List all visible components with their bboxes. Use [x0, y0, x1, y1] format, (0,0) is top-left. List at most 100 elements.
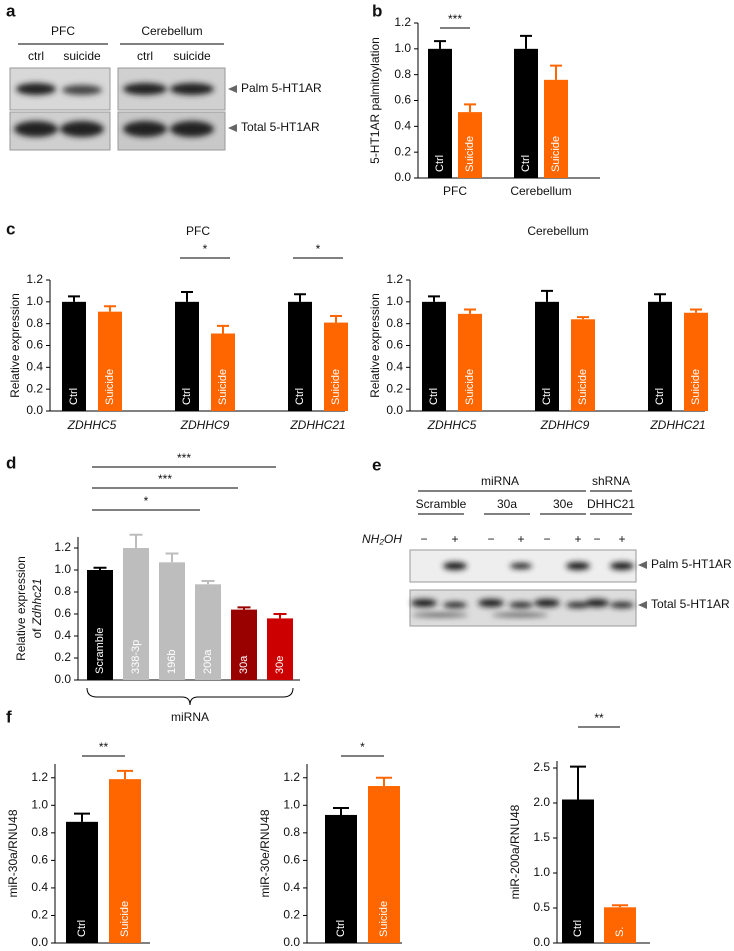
y-tick-label: 0.6: [54, 606, 71, 620]
bar: [288, 301, 312, 411]
y-tick-label: 0.4: [386, 360, 403, 374]
bar-label: Suicide: [217, 369, 229, 405]
treatment-sign: +: [618, 532, 625, 546]
band: [492, 613, 548, 617]
error-bar: [550, 64, 562, 80]
arrow: [228, 85, 237, 93]
significance-label: *: [360, 740, 365, 754]
y-tick-label: 0.4: [26, 360, 43, 374]
error-bar: [165, 552, 179, 563]
y-tick-label: 0.4: [54, 628, 71, 642]
bar-label: Ctrl: [572, 920, 584, 937]
band: [610, 562, 634, 570]
band: [412, 613, 468, 617]
error-bar: [117, 769, 133, 780]
error-bar: [570, 765, 586, 800]
lane-label: ctrl: [28, 49, 44, 63]
bar: [325, 814, 357, 943]
chart-title: PFC: [186, 224, 210, 238]
y-tick-label: 0.8: [283, 825, 300, 839]
y-tick-label: 0.2: [31, 908, 48, 922]
y-tick-label: 0.8: [26, 316, 43, 330]
bar-label: Suicide: [330, 369, 342, 405]
lane-label: Scramble: [416, 497, 467, 511]
bar: [648, 301, 672, 411]
bar-label: Ctrl: [181, 388, 193, 405]
error-bar: [612, 904, 628, 908]
bar: [175, 301, 199, 411]
bar: [571, 319, 595, 411]
band: [14, 121, 58, 137]
band: [610, 602, 634, 608]
error-bar: [201, 580, 215, 585]
y-tick-label: 0.0: [26, 403, 43, 417]
bar-label: Suicide: [119, 901, 131, 937]
bar: [368, 786, 400, 943]
y-axis-label-part: Zdhhc21: [30, 578, 44, 626]
y-tick-label: 0.4: [31, 880, 48, 894]
bar-label: Suicide: [550, 136, 562, 172]
y-tick-label: 1.2: [283, 770, 300, 784]
y-axis-label: miR-30e/RNU48: [258, 809, 272, 897]
band: [123, 121, 167, 137]
bar: [535, 301, 559, 411]
group-label: PFC: [51, 24, 75, 38]
bar: [562, 799, 594, 943]
treatment-sign: −: [487, 532, 494, 546]
bar-label: Ctrl: [654, 388, 666, 405]
y-tick-label: 0.5: [533, 900, 550, 914]
x-axis-label: miRNA: [171, 710, 209, 724]
significance-label: *: [144, 494, 149, 508]
band: [443, 602, 467, 608]
band: [411, 599, 437, 607]
error-bar: [464, 103, 476, 113]
bar: [684, 312, 708, 411]
bar: [195, 584, 221, 680]
band: [170, 83, 214, 95]
y-tick-label: 0.6: [26, 338, 43, 352]
lane-label: suicide: [63, 49, 101, 63]
bar-label: Suicide: [464, 136, 476, 172]
error-bar: [237, 606, 251, 610]
x-tick-label: ZDHHC21: [289, 418, 345, 432]
y-tick-label: 0.0: [54, 672, 71, 686]
bar-label: Ctrl: [294, 388, 306, 405]
lane-label: 30a: [497, 497, 517, 511]
significance-label: **: [99, 740, 109, 754]
error-bar: [541, 289, 553, 302]
y-tick-label: 0.6: [394, 93, 411, 107]
treatment-label: NH₂OH: [362, 532, 402, 546]
bar: [544, 79, 568, 178]
brace: [86, 687, 294, 706]
panel-letter: a: [6, 1, 16, 20]
y-axis-label-part: of: [30, 628, 44, 639]
error-bar: [129, 533, 143, 548]
band: [510, 563, 532, 569]
error-bar: [93, 566, 107, 570]
bar-label: Ctrl: [541, 388, 553, 405]
bar-label: 338-3p: [130, 640, 142, 674]
error-bar: [333, 807, 349, 815]
y-tick-label: 0.4: [283, 880, 300, 894]
y-axis-label: miR-30a/RNU48: [6, 809, 20, 897]
bar-label: Ctrl: [520, 155, 532, 172]
arrow: [638, 561, 647, 569]
band: [509, 602, 533, 608]
group-label: shRNA: [592, 474, 630, 488]
band: [16, 83, 56, 95]
error-bar: [654, 293, 666, 302]
bar-label: Suicide: [464, 369, 476, 405]
significance-label: **: [594, 711, 604, 725]
band: [566, 602, 590, 608]
y-tick-label: 0.8: [394, 67, 411, 81]
bar-label: 30e: [274, 656, 286, 674]
error-bar: [217, 324, 229, 334]
y-axis-label: of Zdhhc21: [30, 578, 44, 638]
bar: [324, 322, 348, 411]
bar-label: S.: [614, 927, 626, 937]
blot-a: PFC Cerebellum ctrl suicide ctrl suicide…: [9, 24, 322, 151]
error-bar: [428, 295, 440, 302]
x-tick-label: ZDHHC21: [649, 418, 705, 432]
bar: [87, 570, 113, 680]
band: [443, 562, 467, 570]
